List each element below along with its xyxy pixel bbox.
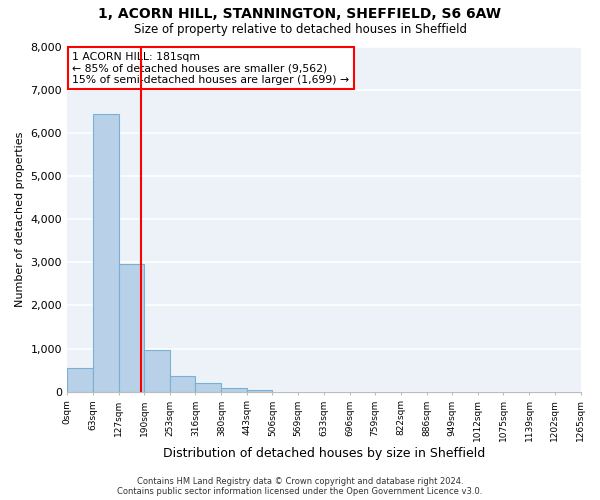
Y-axis label: Number of detached properties: Number of detached properties [15, 132, 25, 307]
Bar [247, 390, 272, 392]
Text: 1, ACORN HILL, STANNINGTON, SHEFFIELD, S6 6AW: 1, ACORN HILL, STANNINGTON, SHEFFIELD, S… [98, 8, 502, 22]
Bar [92, 114, 119, 392]
Bar [221, 388, 247, 392]
Bar [67, 368, 92, 392]
Text: 1 ACORN HILL: 181sqm
← 85% of detached houses are smaller (9,562)
15% of semi-de: 1 ACORN HILL: 181sqm ← 85% of detached h… [72, 52, 349, 85]
Bar [119, 264, 144, 392]
Text: Size of property relative to detached houses in Sheffield: Size of property relative to detached ho… [133, 22, 467, 36]
Text: Contains HM Land Registry data © Crown copyright and database right 2024.
Contai: Contains HM Land Registry data © Crown c… [118, 476, 482, 496]
Bar [170, 376, 196, 392]
Bar [196, 384, 221, 392]
X-axis label: Distribution of detached houses by size in Sheffield: Distribution of detached houses by size … [163, 447, 485, 460]
Bar [144, 350, 170, 392]
